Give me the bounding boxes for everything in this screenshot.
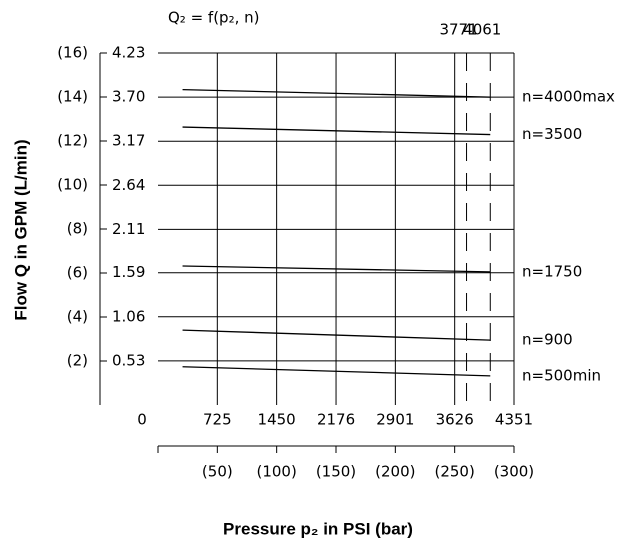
y-tick-label: 4.23 (112, 44, 145, 62)
y2-tick-label: (2) (67, 352, 88, 370)
series-line (182, 88, 491, 98)
series-label: n=3500 (522, 125, 582, 143)
series-line (182, 366, 491, 377)
y-tick-label: 1.59 (112, 263, 145, 281)
x-tick-label: 4351 (495, 411, 533, 429)
x-tick-label: 2901 (376, 411, 414, 429)
x2-tick-label: (150) (316, 463, 356, 481)
x2-tick-label: (200) (375, 463, 415, 481)
x-tick-label: 725 (203, 411, 232, 429)
series-line (182, 126, 491, 136)
series-label: n=900 (522, 331, 573, 349)
y2-tick-label: (4) (67, 308, 88, 326)
formula: Q₂ = f(p₂, n) (168, 9, 260, 27)
x2-tick-label: (300) (494, 463, 534, 481)
y-tick-label: 3.70 (112, 88, 145, 106)
y2-tick-label: (12) (57, 132, 88, 150)
series-label: n=4000max (522, 88, 615, 106)
x2-tick-label: (100) (256, 463, 296, 481)
series-line (182, 329, 491, 341)
limit-label: 4061 (463, 21, 501, 39)
y-tick-label: 2.64 (112, 176, 145, 194)
y2-tick-label: (10) (57, 176, 88, 194)
y-tick-label: 2.11 (112, 220, 145, 238)
y2-tick-label: (8) (67, 220, 88, 238)
x2-tick-label: (50) (202, 463, 233, 481)
y2-tick-label: (6) (67, 264, 88, 282)
x-tick-label: 0 (137, 411, 147, 429)
y2-tick-label: (14) (57, 88, 88, 106)
x-tick-label: 2176 (317, 411, 355, 429)
y-tick-label: 1.06 (112, 307, 145, 325)
x2-tick-label: (250) (434, 463, 474, 481)
series-label: n=500min (522, 366, 601, 384)
series-label: n=1750 (522, 262, 582, 280)
x-tick-label: 1450 (258, 411, 296, 429)
x-tick-label: 3626 (436, 411, 474, 429)
y-tick-label: 0.53 (112, 351, 145, 369)
x-axis-title: Pressure p₂ in PSI (bar) (223, 519, 413, 538)
y2-tick-label: (16) (57, 44, 88, 62)
series-line (182, 265, 491, 273)
y-axis-title: Flow Q in GPM (L/min) (11, 139, 30, 320)
limit-label: 3771 (439, 21, 477, 39)
y-tick-label: 3.17 (112, 132, 145, 150)
